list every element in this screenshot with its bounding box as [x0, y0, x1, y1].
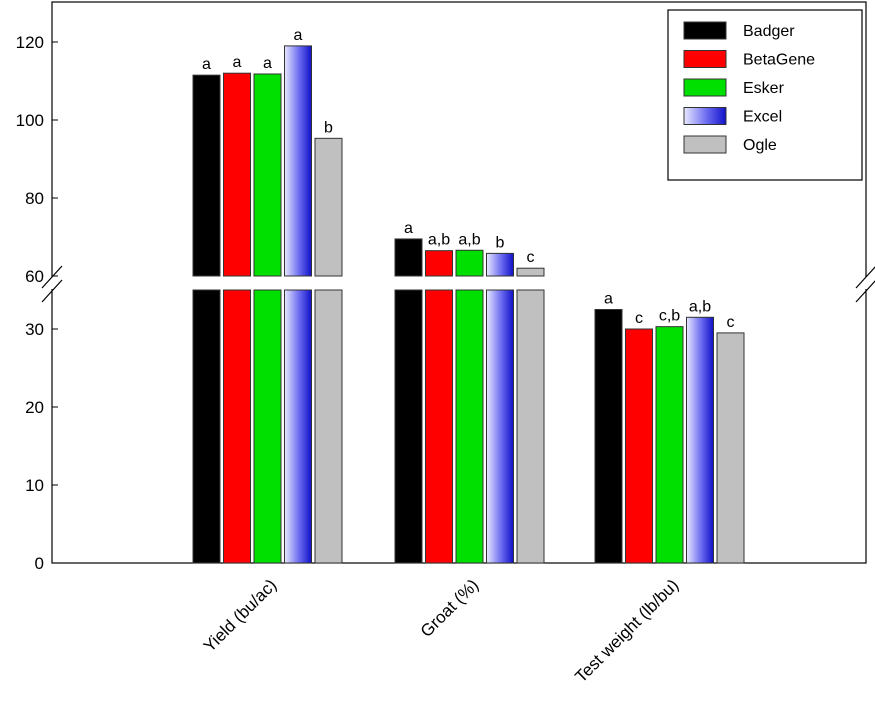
x-category-label: Groat (%)	[417, 575, 483, 641]
y-tick-label: 80	[25, 189, 44, 208]
bar	[516, 267, 545, 277]
bar	[223, 72, 251, 277]
x-category-label: Test weight (lb/bu)	[571, 575, 682, 686]
axis-break-mark	[41, 265, 63, 289]
y-tick-label: 10	[25, 476, 44, 495]
significance-letter: a,b	[689, 298, 711, 315]
significance-letter: a,b	[458, 231, 480, 248]
significance-letter: a	[404, 220, 413, 237]
axis-break-mark	[855, 280, 875, 303]
bar-lower-segment	[516, 289, 545, 564]
significance-letter: a	[263, 55, 272, 72]
legend-swatch	[683, 21, 727, 40]
legend-label: Badger	[743, 23, 795, 40]
legend-label: Ogle	[743, 137, 777, 154]
bar-lower-segment	[192, 289, 221, 564]
significance-letter: b	[496, 234, 505, 251]
legend-label: Excel	[743, 109, 782, 126]
x-category-label: Yield (bu/ac)	[200, 575, 280, 655]
significance-letter: b	[324, 119, 333, 136]
bar-lower-segment	[314, 289, 343, 564]
bar	[425, 250, 453, 277]
bar	[394, 238, 423, 277]
bar	[455, 249, 484, 277]
y-tick-label: 30	[25, 320, 44, 339]
legend-label: BetaGene	[743, 52, 815, 69]
y-tick-label: 120	[16, 33, 44, 52]
y-tick-label: 20	[25, 398, 44, 417]
bar-lower-segment	[223, 289, 251, 564]
legend-swatch	[683, 78, 727, 97]
bar	[486, 252, 514, 277]
significance-letter: a	[604, 291, 613, 308]
bar-lower-segment	[284, 289, 312, 564]
legend-swatch	[683, 50, 727, 68]
legend-swatch	[683, 135, 727, 154]
bar	[716, 332, 745, 564]
bar	[192, 74, 221, 277]
bar-lower-segment	[253, 289, 282, 564]
legend-label: Esker	[743, 80, 785, 97]
y-tick-label: 100	[16, 111, 44, 130]
left-break-gap	[49, 277, 55, 289]
bar	[284, 45, 312, 277]
bar-lower-segment	[486, 289, 514, 564]
legend: Badger BetaGene Esker Excel Ogle	[667, 9, 863, 181]
bar-lower-segment	[455, 289, 484, 564]
axis-break-mark	[855, 266, 875, 289]
bars	[192, 45, 745, 564]
bar-lower-segment	[394, 289, 423, 564]
significance-letter: c	[727, 314, 735, 331]
bar	[253, 73, 282, 277]
bar	[314, 137, 343, 277]
significance-letter: c,b	[659, 308, 680, 325]
significance-letter: c	[527, 249, 535, 266]
significance-letter: a	[294, 27, 303, 44]
bar-lower-segment	[425, 289, 453, 564]
bar	[594, 309, 623, 564]
axis-break-mark	[41, 279, 63, 303]
significance-letter: a,b	[428, 232, 450, 249]
right-break-gap	[863, 277, 869, 289]
significance-letter: a	[202, 56, 211, 73]
legend-swatch	[683, 107, 727, 125]
significance-letter: c	[635, 310, 643, 327]
y-tick-label: 60	[25, 267, 44, 286]
bar	[655, 326, 684, 564]
bar	[686, 316, 714, 564]
significance-letter: a	[233, 54, 242, 71]
y-tick-label: 0	[35, 554, 44, 573]
bar	[625, 328, 653, 564]
significance-letters: a a a a b a a,b a,b b c a c c,b a,b c	[202, 27, 734, 331]
